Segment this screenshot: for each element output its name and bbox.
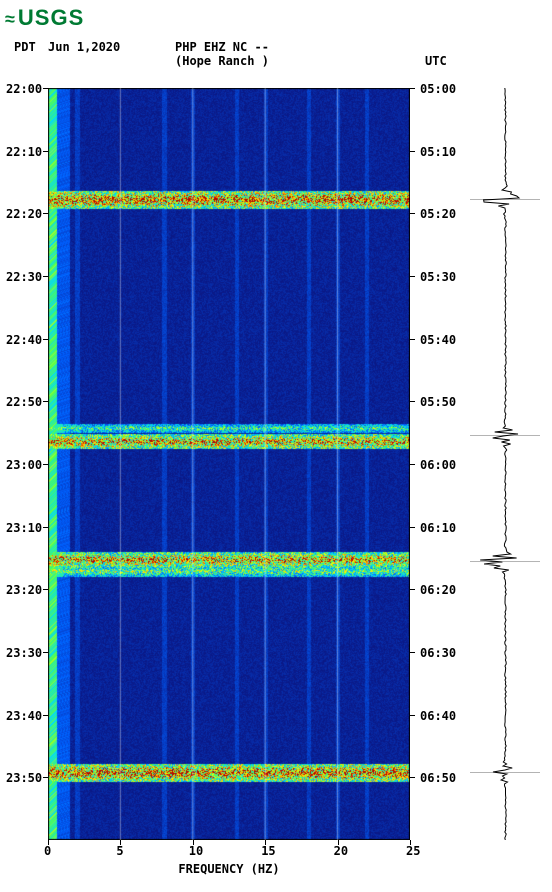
header-pdt: PDT <box>14 40 36 54</box>
header-date: Jun 1,2020 <box>48 40 120 54</box>
freq-tick: 15 <box>261 844 275 858</box>
header-station: PHP EHZ NC -- <box>175 40 269 54</box>
seismogram-trace <box>470 88 540 840</box>
spectrogram-canvas <box>48 88 410 840</box>
usgs-logo: ≈USGS <box>5 5 84 31</box>
pdt-tick: 22:30 <box>6 270 42 284</box>
pdt-tick: 23:40 <box>6 709 42 723</box>
utc-tick: 06:20 <box>420 583 456 597</box>
freq-tick: 0 <box>44 844 51 858</box>
utc-tick: 05:00 <box>420 82 456 96</box>
pdt-tick: 23:50 <box>6 771 42 785</box>
utc-tick: 05:10 <box>420 145 456 159</box>
pdt-tick: 22:40 <box>6 333 42 347</box>
seismogram-svg <box>470 88 540 840</box>
utc-tick: 05:40 <box>420 333 456 347</box>
logo-text: USGS <box>18 5 84 30</box>
freq-tick: 25 <box>406 844 420 858</box>
utc-tick: 06:40 <box>420 709 456 723</box>
spectrogram-plot <box>48 88 410 840</box>
header-utc: UTC <box>425 54 447 68</box>
pdt-tick: 22:10 <box>6 145 42 159</box>
utc-tick: 05:30 <box>420 270 456 284</box>
pdt-tick: 23:10 <box>6 521 42 535</box>
freq-tick: 5 <box>116 844 123 858</box>
pdt-tick: 22:20 <box>6 207 42 221</box>
wave-icon: ≈ <box>5 9 16 30</box>
pdt-tick: 22:50 <box>6 395 42 409</box>
utc-tick: 06:30 <box>420 646 456 660</box>
utc-tick: 05:50 <box>420 395 456 409</box>
pdt-tick: 23:20 <box>6 583 42 597</box>
freq-tick: 20 <box>334 844 348 858</box>
utc-tick: 06:50 <box>420 771 456 785</box>
utc-tick: 05:20 <box>420 207 456 221</box>
pdt-tick: 23:00 <box>6 458 42 472</box>
pdt-tick: 23:30 <box>6 646 42 660</box>
utc-tick: 06:00 <box>420 458 456 472</box>
x-axis-title: FREQUENCY (HZ) <box>48 862 410 886</box>
pdt-tick: 22:00 <box>6 82 42 96</box>
freq-tick: 10 <box>189 844 203 858</box>
header-location: (Hope Ranch ) <box>175 54 269 68</box>
utc-tick: 06:10 <box>420 521 456 535</box>
